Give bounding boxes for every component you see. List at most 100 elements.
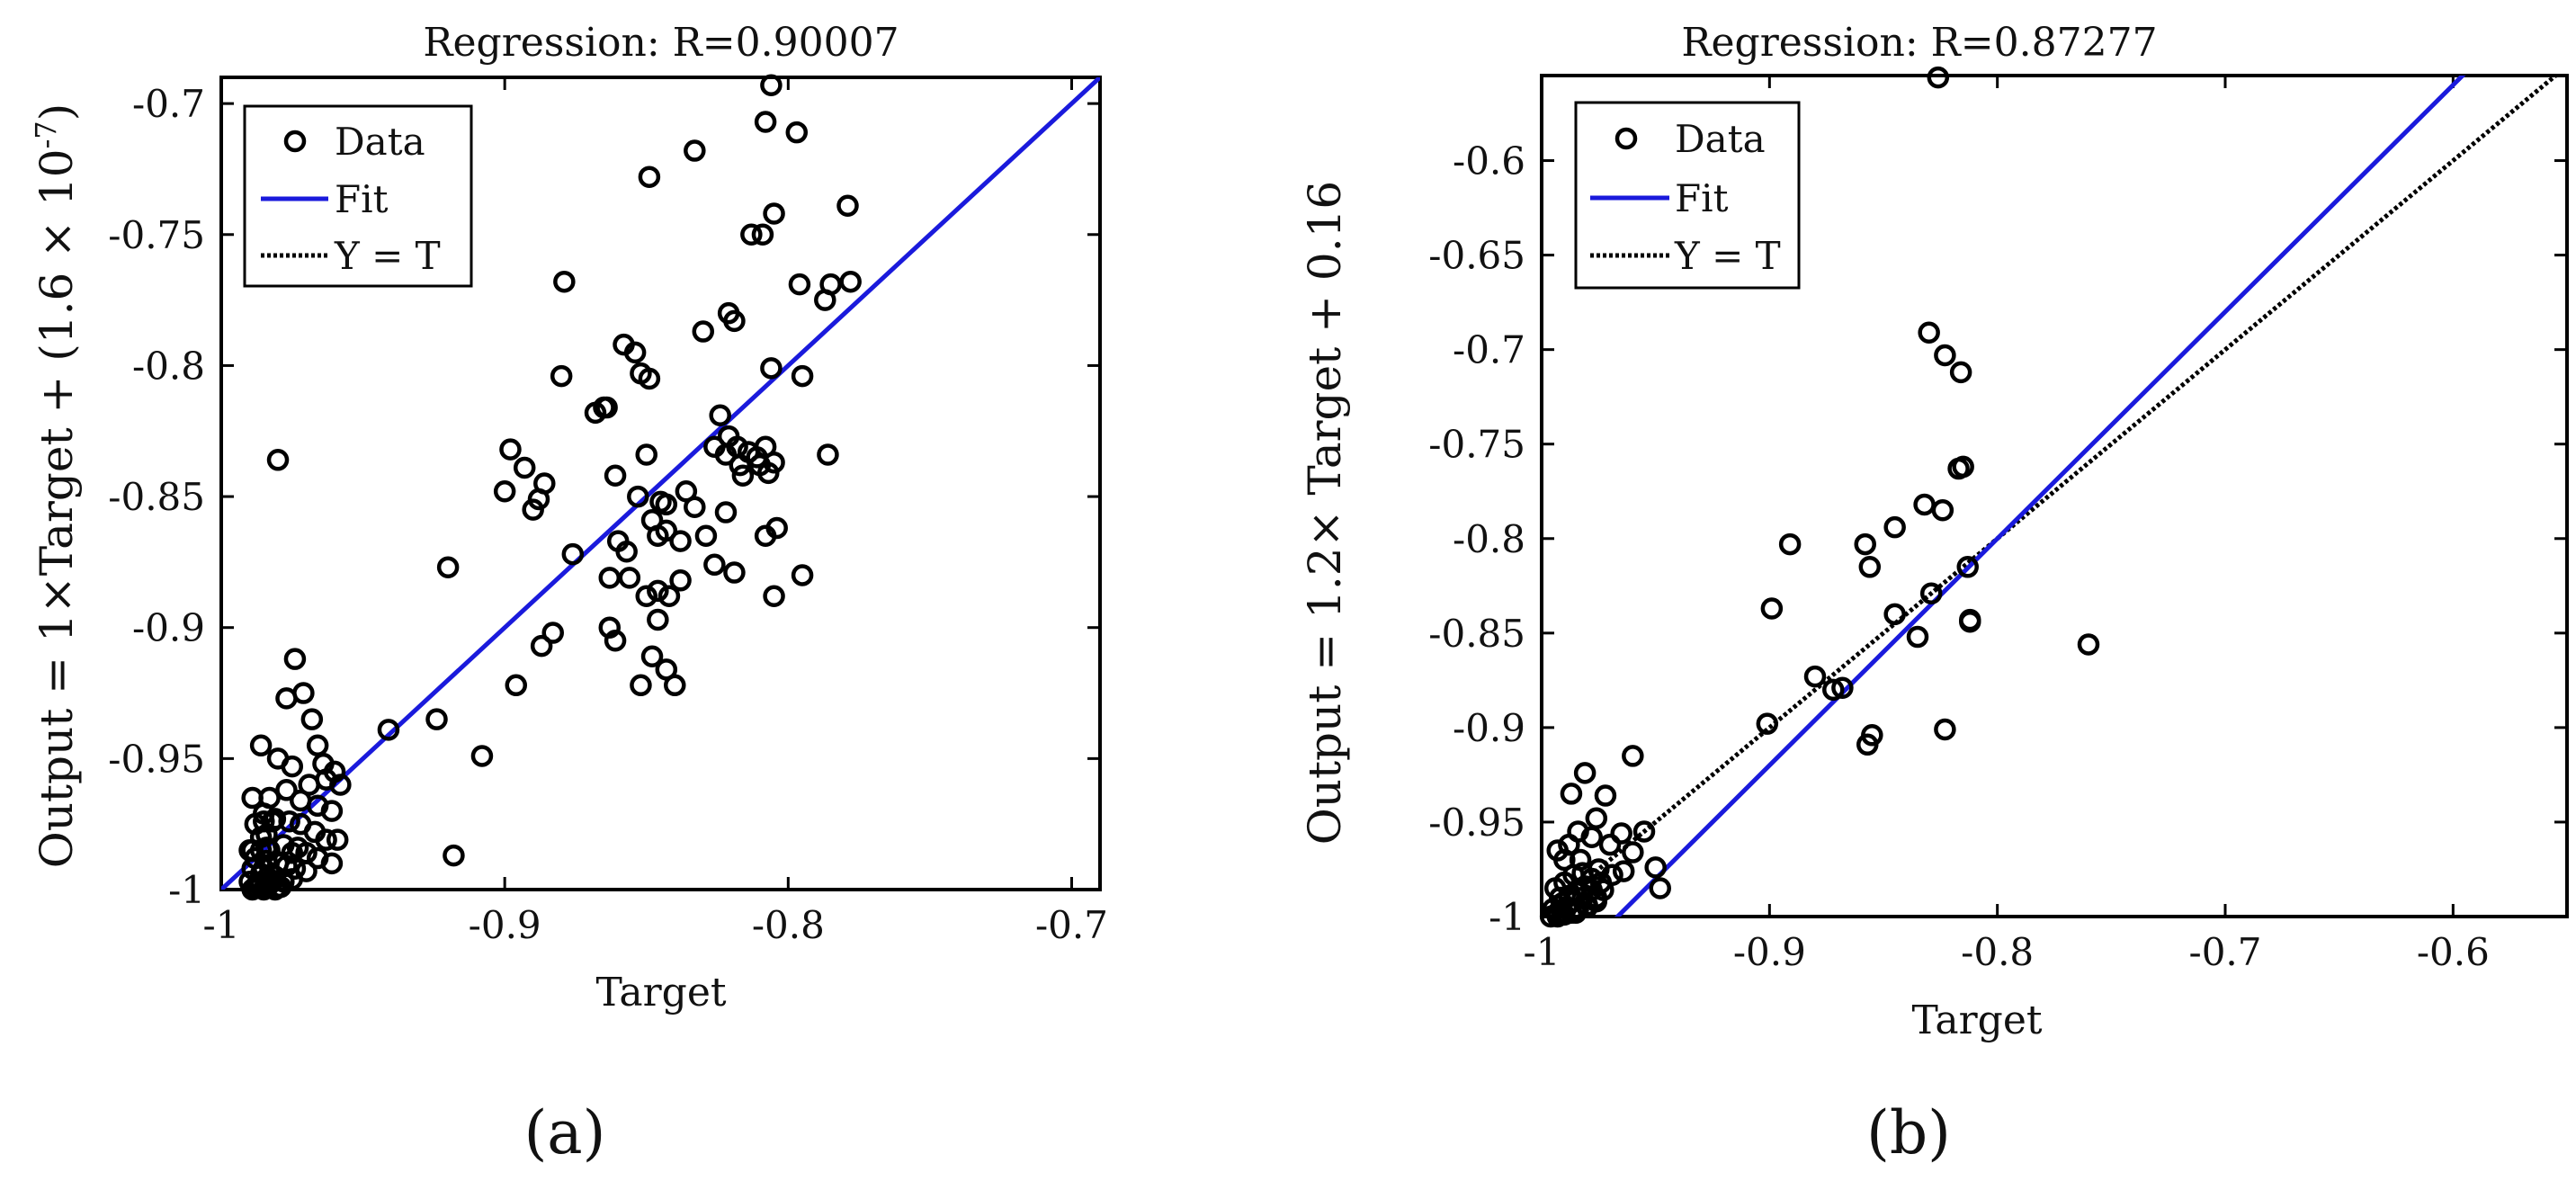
- legend-data-marker-a: [283, 130, 307, 153]
- data-point-b: [2077, 633, 2100, 656]
- legend-box-b: [1574, 101, 1801, 290]
- y-tick-label-b: -0.75: [1428, 423, 1525, 467]
- data-point-a: [746, 446, 768, 469]
- data-point-a: [283, 648, 307, 670]
- legend-data-marker-b: [1614, 127, 1638, 150]
- y-axis-label-a: Output = 1×Target + (1.6 × 10-7): [29, 103, 83, 869]
- data-point-a: [261, 810, 283, 833]
- data-point-b: [1856, 733, 1879, 756]
- fit-line-a: [221, 77, 1100, 890]
- data-point-a: [561, 542, 585, 566]
- x-tick-label-b: -0.9: [1733, 930, 1806, 974]
- data-point-a: [754, 111, 777, 133]
- data-point-a: [306, 734, 329, 757]
- y-label-a-part4: ): [31, 103, 83, 121]
- data-point-a: [647, 579, 669, 603]
- data-point-a: [703, 553, 726, 577]
- data-point-b: [1585, 890, 1608, 913]
- data-point-a: [615, 540, 638, 563]
- data-point-a: [669, 530, 692, 552]
- data-point-a: [785, 121, 809, 144]
- data-point-a: [550, 364, 573, 388]
- tick-labels-b: -1 -0.9 -0.8 -0.7 -0.6 -1 -0.95 -0.9 -0.85 -0.8 -0…: [1428, 139, 2490, 974]
- data-point-a: [836, 194, 859, 217]
- y-label-a-exponent: -7: [29, 121, 63, 148]
- fit-line-b: [1614, 76, 2466, 917]
- data-point-a: [751, 223, 774, 246]
- y-label-b-part1: Output = 1.2: [1299, 547, 1351, 845]
- data-point-a: [513, 456, 536, 479]
- data-point-a: [527, 488, 550, 511]
- data-point-a: [655, 493, 678, 516]
- panel-label-b: (b): [1866, 1098, 1951, 1168]
- legend-data-label-b: Data: [1675, 117, 1766, 161]
- data-point-a: [740, 223, 763, 246]
- data-point-a: [839, 270, 862, 293]
- data-point-a: [553, 270, 576, 293]
- data-point-b: [1831, 676, 1854, 700]
- data-point-b: [1644, 856, 1667, 879]
- data-point-b: [1949, 361, 1972, 384]
- data-point-b: [1560, 783, 1583, 805]
- data-point-a: [253, 810, 275, 833]
- data-point-a: [266, 449, 290, 471]
- data-point-a: [320, 852, 344, 875]
- y-tick-label-b: -0.65: [1428, 234, 1525, 278]
- data-point-a: [249, 734, 273, 757]
- data-point-a: [281, 841, 304, 864]
- y-tick-label-a: -0.9: [132, 606, 205, 650]
- data-point-a: [530, 634, 553, 658]
- data-point-b: [1927, 66, 1950, 89]
- axes-frame-b: [1540, 74, 2569, 918]
- data-point-a: [598, 567, 622, 589]
- y-tick-label-b: -0.6: [1453, 139, 1525, 183]
- data-point-a: [664, 674, 686, 697]
- legend-identity-label-b: Y = T: [1674, 234, 1781, 278]
- regression-lines-a: [221, 77, 1100, 890]
- data-points-b: [1539, 66, 2100, 928]
- data-point-b: [1854, 532, 1876, 556]
- data-point-b: [1822, 678, 1845, 702]
- y-tick-label-a: -0.7: [132, 82, 205, 126]
- data-point-a: [326, 828, 349, 851]
- y-tick-label-a: -0.75: [108, 213, 205, 257]
- x-tick-label-b: -1: [1524, 930, 1561, 974]
- data-point-a: [684, 139, 706, 162]
- data-point-b: [1553, 903, 1576, 926]
- data-point-a: [723, 309, 746, 333]
- x-axis-label-b: Target: [1911, 998, 2042, 1043]
- data-point-b: [1906, 625, 1929, 649]
- data-point-b: [1778, 532, 1802, 556]
- y-label-a-times2: ×: [31, 220, 83, 258]
- y-label-a-part3: 10: [31, 148, 83, 220]
- y-tick-label-b: -0.7: [1453, 328, 1525, 372]
- data-point-a: [618, 567, 641, 589]
- chart-panel-a: Regression: R=0.90007 -1 -0.9 -0.8 -0.7 -1 -0…: [29, 20, 1108, 1168]
- tick-marks-a: [219, 77, 1100, 891]
- data-point-b: [1956, 556, 1979, 578]
- data-point-a: [470, 745, 494, 767]
- data-point-a: [788, 273, 811, 296]
- data-point-a: [241, 786, 264, 810]
- data-point-a: [493, 479, 516, 503]
- data-point-a: [760, 357, 783, 380]
- data-point-a: [647, 524, 669, 548]
- legend-fit-label-b: Fit: [1675, 176, 1729, 220]
- data-point-b: [1952, 455, 1974, 479]
- data-point-b: [1918, 321, 1940, 344]
- data-point-b: [1934, 718, 1956, 741]
- x-tick-label-b: -0.7: [2189, 930, 2262, 974]
- data-points-a: [238, 74, 862, 901]
- data-point-b: [1959, 608, 1981, 631]
- y-tick-label-b: -0.95: [1428, 801, 1525, 845]
- data-point-b: [1622, 745, 1644, 767]
- identity-line-b: [1542, 76, 2560, 917]
- data-point-a: [814, 289, 836, 311]
- data-point-a: [791, 564, 814, 586]
- axes-frame-a: [219, 76, 1102, 891]
- data-point-b: [1612, 860, 1635, 882]
- y-tick-label-a: -0.8: [132, 344, 205, 388]
- data-point-a: [684, 496, 706, 518]
- legend-identity-label-a: Y = T: [334, 234, 441, 278]
- data-point-a: [669, 569, 692, 592]
